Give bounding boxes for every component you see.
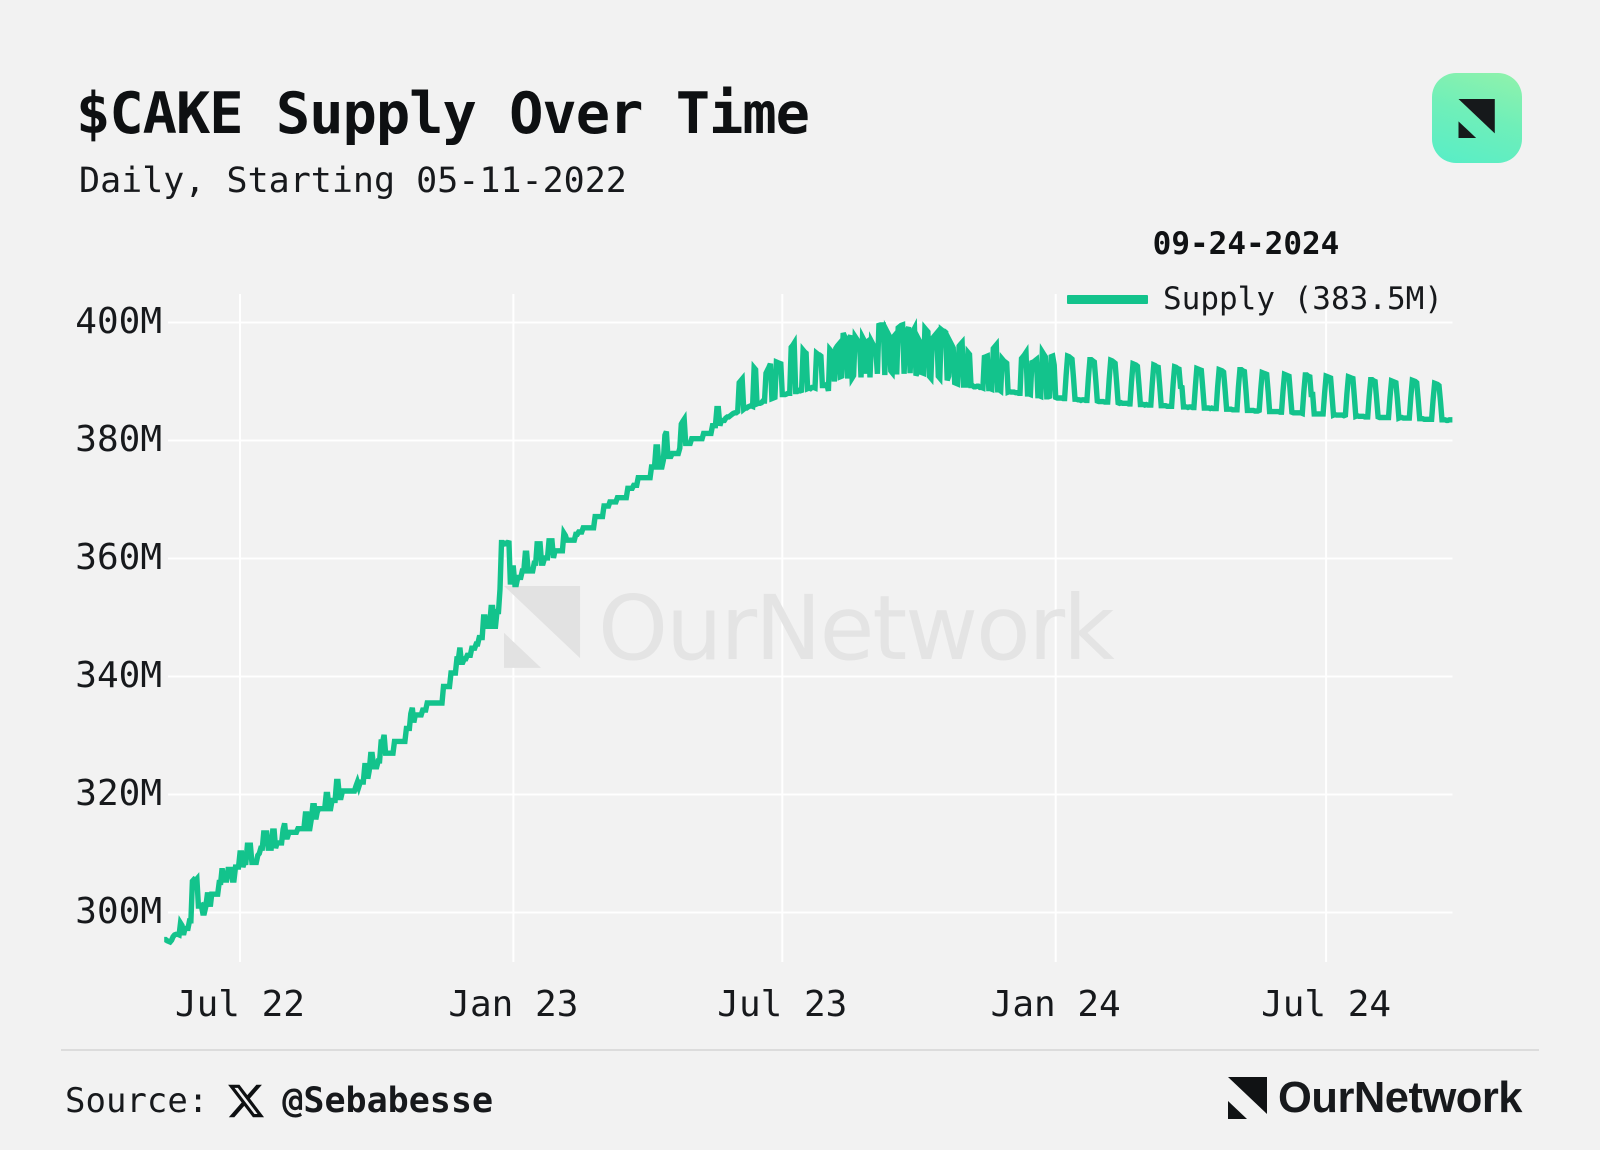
footer-brand-text: OurNetwork [1278, 1073, 1522, 1122]
source-attribution: Source: @Sebabesse [65, 1079, 493, 1123]
y-tick-label: 300M [75, 890, 162, 932]
legend-item-supply: Supply (383.5M) [1067, 281, 1443, 317]
footer-divider [61, 1049, 1539, 1051]
watermark: OurNetwork [504, 576, 1117, 680]
y-tick-label: 360M [75, 536, 162, 578]
ournetwork-app-icon [1432, 73, 1522, 163]
x-twitter-icon [228, 1084, 265, 1118]
y-tick-label: 340M [75, 654, 162, 696]
supply-series-line [164, 317, 1453, 946]
y-tick-label: 400M [75, 300, 162, 342]
ournetwork-logo-mark-icon [1458, 99, 1495, 139]
x-tick-label: Jan 23 [448, 984, 579, 1025]
x-tick-label: Jul 22 [174, 984, 305, 1025]
y-tick-label: 380M [75, 418, 162, 460]
y-tick-label: 320M [75, 772, 162, 814]
legend-label-supply: Supply (383.5M) [1163, 281, 1443, 317]
page-title: $CAKE Supply Over Time [76, 81, 810, 147]
legend-swatch-supply [1067, 294, 1148, 304]
footer-brand: OurNetwork [1228, 1074, 1522, 1122]
source-handle: @Sebabesse [282, 1081, 494, 1121]
watermark-text: OurNetwork [598, 576, 1115, 680]
x-tick-label: Jul 23 [717, 984, 848, 1025]
x-tick-label: Jan 24 [990, 984, 1121, 1025]
x-tick-label: Jul 24 [1261, 984, 1392, 1025]
page-subtitle: Daily, Starting 05-11-2022 [79, 161, 627, 201]
source-label: Source: [65, 1081, 209, 1121]
ournetwork-footer-logo-icon [1228, 1076, 1268, 1119]
legend-date: 09-24-2024 [1152, 226, 1340, 262]
